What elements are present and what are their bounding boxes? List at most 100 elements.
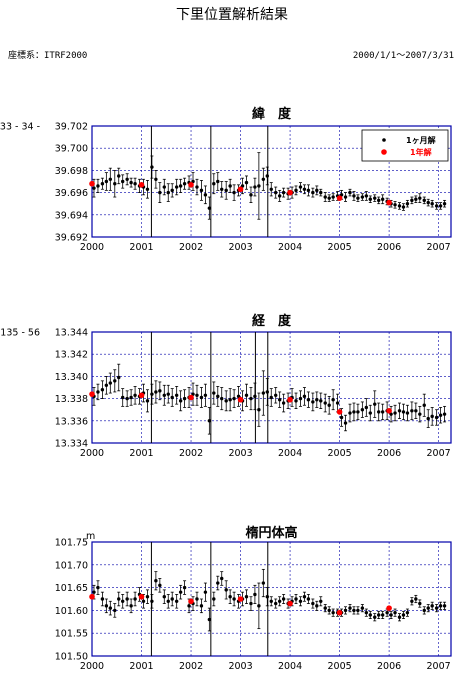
monthly-point	[207, 206, 212, 210]
monthly-point	[224, 588, 228, 592]
monthly-point	[377, 198, 381, 203]
yearly-point	[138, 182, 145, 188]
monthly-point	[257, 184, 261, 188]
monthly-point	[174, 599, 179, 603]
y-tick-label: 39.702	[55, 122, 88, 133]
monthly-point	[397, 615, 402, 619]
monthly-point	[315, 604, 319, 608]
monthly-point	[92, 186, 96, 190]
x-tick-label: 2001	[129, 242, 153, 253]
monthly-point	[113, 608, 117, 613]
monthly-point	[162, 185, 166, 189]
monthly-point	[220, 187, 224, 191]
monthly-point	[356, 608, 360, 613]
monthly-point	[244, 595, 249, 599]
monthly-point	[145, 187, 150, 191]
monthly-point	[274, 601, 278, 606]
monthly-point	[212, 182, 216, 186]
monthly-point	[182, 585, 187, 590]
y-tick-label: 13.338	[55, 394, 88, 405]
monthly-point	[401, 613, 406, 617]
monthly-point	[438, 413, 443, 417]
monthly-point	[187, 604, 191, 608]
monthly-point	[274, 190, 278, 195]
monthly-point	[257, 408, 261, 412]
yearly-point	[138, 593, 145, 600]
monthly-point	[195, 185, 199, 189]
monthly-point	[397, 204, 402, 208]
monthly-point	[150, 599, 154, 603]
yearly-point	[89, 593, 95, 600]
monthly-point	[401, 205, 406, 209]
monthly-point	[253, 394, 257, 399]
monthly-point	[265, 595, 269, 599]
monthly-point	[306, 597, 311, 601]
monthly-point	[434, 415, 439, 420]
legend-monthly-marker	[382, 138, 386, 142]
chart-title: 経 度	[252, 313, 292, 329]
monthly-point	[380, 613, 385, 617]
monthly-point	[438, 604, 443, 608]
y-tick-label: 101.60	[55, 606, 88, 617]
monthly-point	[426, 606, 430, 610]
monthly-point	[397, 409, 402, 413]
monthly-point	[385, 610, 389, 615]
monthly-point	[269, 187, 273, 191]
y-tick-label: 13.336	[55, 416, 88, 427]
monthly-point	[360, 606, 365, 610]
x-tick-label: 2000	[80, 242, 104, 253]
monthly-point	[199, 188, 204, 193]
yearly-point	[89, 180, 95, 187]
monthly-point	[154, 390, 158, 394]
monthly-point	[113, 182, 117, 186]
x-tick-label: 2005	[327, 661, 351, 672]
y-tick-label: 13.340	[55, 372, 88, 383]
yearly-point	[336, 195, 343, 201]
monthly-point	[302, 394, 307, 399]
monthly-point	[302, 187, 307, 191]
monthly-point	[335, 401, 340, 405]
monthly-point	[166, 599, 170, 603]
monthly-point	[216, 179, 220, 184]
monthly-point	[414, 597, 418, 601]
monthly-point	[315, 398, 319, 402]
yearly-point	[336, 409, 343, 415]
monthly-point	[178, 590, 183, 594]
monthly-point	[220, 396, 224, 401]
y-tick-label: 13.344	[55, 328, 88, 339]
monthly-point	[129, 180, 133, 185]
monthly-point	[108, 177, 113, 181]
monthly-point	[348, 190, 352, 195]
monthly-point	[212, 391, 216, 395]
monthly-point	[360, 408, 365, 412]
monthly-point	[117, 597, 121, 601]
x-tick-label: 2004	[278, 448, 302, 459]
monthly-point	[253, 185, 257, 189]
monthly-point	[100, 182, 105, 186]
monthly-point	[331, 398, 335, 402]
monthly-point	[331, 195, 335, 199]
monthly-point	[281, 190, 286, 195]
monthly-point	[203, 393, 208, 397]
monthly-point	[182, 396, 187, 401]
monthly-point	[319, 399, 323, 403]
period-label: 2000/1/1〜2007/3/31	[352, 51, 454, 61]
monthly-point	[133, 393, 137, 397]
monthly-point	[154, 579, 158, 583]
monthly-point	[319, 190, 323, 195]
monthly-point	[352, 194, 356, 198]
x-tick-label: 2004	[278, 242, 302, 253]
monthly-point	[356, 196, 360, 200]
yearly-point	[336, 609, 343, 616]
monthly-point	[277, 599, 282, 603]
y-tick-label: 39.698	[55, 166, 88, 177]
monthly-point	[207, 617, 212, 622]
monthly-point	[323, 606, 327, 610]
monthly-point	[166, 392, 170, 396]
x-tick-label: 2007	[427, 661, 451, 672]
yearly-point	[188, 394, 194, 401]
monthly-point	[216, 394, 220, 399]
monthly-point	[92, 590, 96, 594]
monthly-point	[117, 375, 121, 380]
